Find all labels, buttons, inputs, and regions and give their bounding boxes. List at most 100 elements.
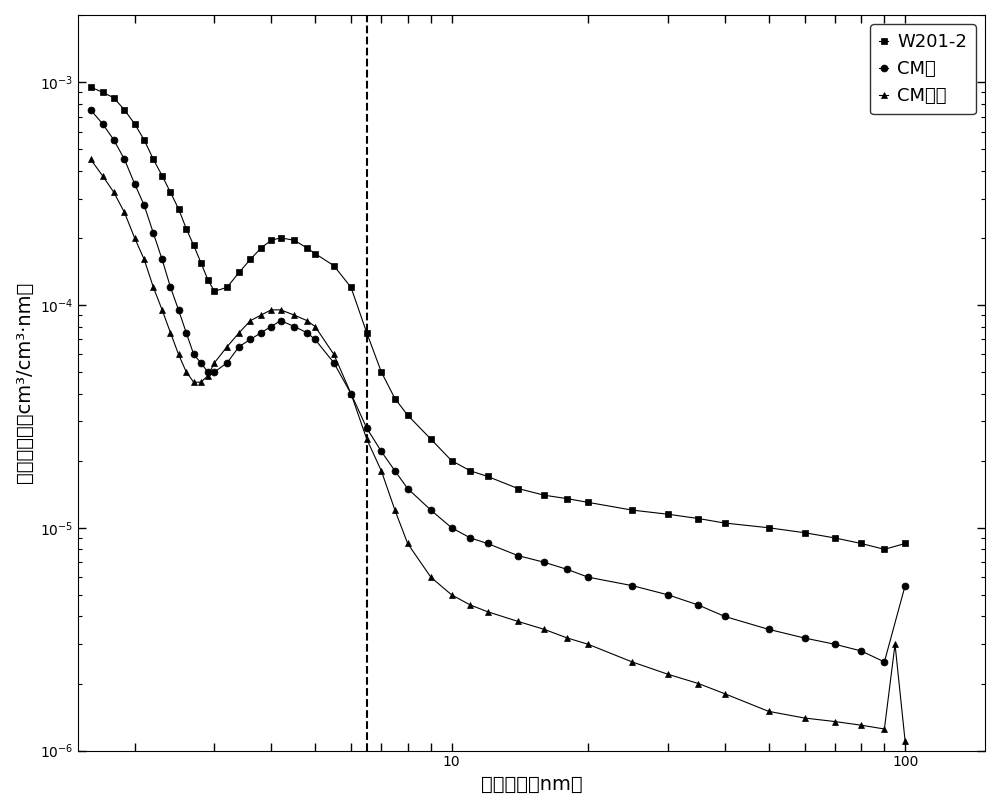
CM甲苯 (147, 282, 159, 292)
CM甲苯 (402, 539, 414, 549)
Line: CM甲苯: CM甲苯 (87, 156, 909, 745)
CM水 (719, 612, 731, 621)
CM甲苯 (425, 572, 437, 582)
CM甲苯 (375, 466, 387, 476)
CM甲苯 (328, 349, 340, 359)
CM水 (188, 349, 200, 359)
W201-2 (328, 260, 340, 270)
Y-axis label: 孔体积分布（cm³/cm³·nm）: 孔体积分布（cm³/cm³·nm） (15, 282, 34, 484)
CM甲苯 (889, 639, 901, 649)
CM水 (538, 557, 550, 567)
CM甲苯 (692, 679, 704, 688)
CM水 (202, 367, 214, 377)
CM甲苯 (233, 328, 245, 337)
Legend: W201-2, CM水, CM甲苯: W201-2, CM水, CM甲苯 (870, 24, 976, 114)
W201-2 (464, 466, 476, 476)
CM甲苯 (118, 208, 130, 218)
CM水 (402, 484, 414, 493)
CM水 (561, 565, 573, 574)
CM水 (899, 581, 911, 591)
CM水 (164, 282, 176, 292)
W201-2 (538, 490, 550, 500)
CM水 (195, 358, 207, 367)
CM甲苯 (221, 341, 233, 351)
CM甲苯 (855, 720, 867, 730)
W201-2 (692, 514, 704, 523)
W201-2 (402, 410, 414, 420)
CM水 (309, 335, 321, 345)
CM水 (375, 447, 387, 456)
CM甲苯 (582, 639, 594, 649)
W201-2 (561, 493, 573, 503)
CM甲苯 (446, 590, 458, 599)
CM甲苯 (275, 305, 287, 315)
CM甲苯 (156, 305, 168, 315)
CM甲苯 (301, 316, 313, 325)
CM水 (626, 581, 638, 591)
CM甲苯 (389, 506, 401, 515)
CM水 (345, 389, 357, 399)
CM水 (85, 105, 97, 115)
W201-2 (129, 119, 141, 129)
W201-2 (345, 282, 357, 292)
W201-2 (156, 171, 168, 180)
CM水 (233, 341, 245, 351)
CM水 (97, 119, 109, 129)
CM甲苯 (309, 322, 321, 332)
CM甲苯 (208, 358, 220, 367)
W201-2 (244, 255, 256, 265)
CM甲苯 (361, 434, 373, 444)
CM甲苯 (662, 669, 674, 679)
W201-2 (482, 472, 494, 481)
CM水 (662, 590, 674, 599)
CM甲苯 (561, 633, 573, 643)
CM甲苯 (345, 389, 357, 399)
W201-2 (446, 455, 458, 465)
CM甲苯 (85, 155, 97, 164)
W201-2 (221, 282, 233, 292)
W201-2 (85, 83, 97, 92)
CM水 (244, 335, 256, 345)
CM甲苯 (255, 311, 267, 320)
CM甲苯 (464, 600, 476, 610)
W201-2 (878, 544, 890, 554)
CM甲苯 (97, 171, 109, 180)
CM水 (173, 305, 185, 315)
W201-2 (301, 244, 313, 253)
CM水 (855, 646, 867, 656)
CM水 (878, 657, 890, 667)
W201-2 (662, 510, 674, 519)
W201-2 (275, 233, 287, 243)
CM甲苯 (129, 233, 141, 243)
CM水 (829, 639, 841, 649)
CM水 (118, 155, 130, 164)
CM水 (425, 506, 437, 515)
W201-2 (763, 523, 775, 532)
CM甲苯 (829, 717, 841, 726)
W201-2 (582, 498, 594, 507)
W201-2 (626, 506, 638, 515)
CM甲苯 (173, 349, 185, 359)
CM水 (301, 328, 313, 337)
CM甲苯 (626, 657, 638, 667)
CM甲苯 (180, 367, 192, 377)
X-axis label: 孔隙直径（nm）: 孔隙直径（nm） (481, 775, 582, 794)
CM甲苯 (288, 311, 300, 320)
CM水 (255, 328, 267, 337)
W201-2 (138, 135, 150, 145)
W201-2 (118, 105, 130, 115)
CM甲苯 (538, 625, 550, 634)
CM甲苯 (763, 706, 775, 716)
W201-2 (309, 248, 321, 258)
CM水 (129, 179, 141, 188)
W201-2 (719, 519, 731, 528)
W201-2 (208, 286, 220, 296)
CM水 (147, 228, 159, 238)
CM甲苯 (195, 377, 207, 387)
CM甲苯 (108, 188, 120, 197)
CM水 (692, 600, 704, 610)
CM甲苯 (202, 371, 214, 381)
W201-2 (389, 394, 401, 404)
W201-2 (202, 275, 214, 285)
CM水 (265, 322, 277, 332)
